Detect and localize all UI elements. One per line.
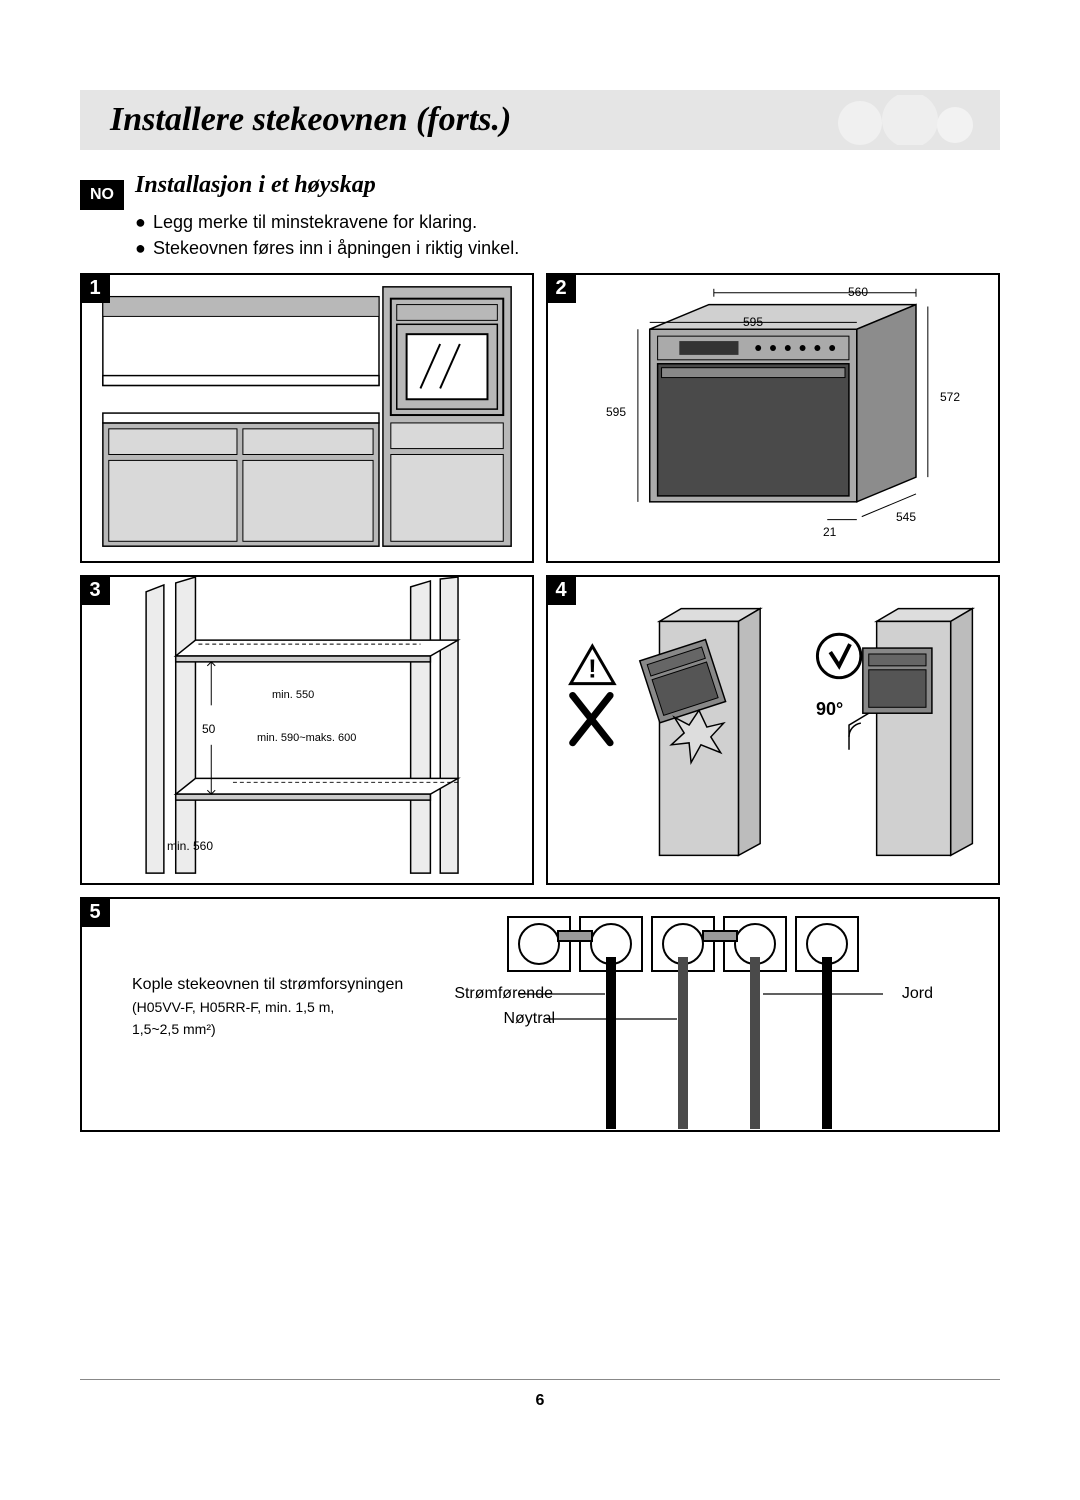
svg-text:!: ! (588, 656, 597, 684)
step-number: 1 (80, 273, 110, 303)
panel-5-wiring: 5 Kople stekeovnen til strømforsyningen … (80, 897, 1000, 1132)
page-title: Installere stekeovnen (forts.) (110, 101, 511, 139)
dim-label: 572 (940, 390, 960, 404)
panel-1-kitchen: 1 (80, 273, 534, 563)
dim-label: 545 (896, 510, 916, 524)
bullet-item: ●Legg merke til minstekravene for klarin… (135, 209, 1000, 235)
step-number: 5 (80, 897, 110, 927)
wiring-spec: 1,5~2,5 mm²) (132, 1018, 462, 1040)
dim-label: min. 560 (167, 839, 213, 853)
label-neutral: Nøytral (503, 1010, 555, 1028)
angle-label: 90° (816, 699, 843, 720)
step-number: 3 (80, 575, 110, 605)
section-subtitle: Installasjon i et høyskap (135, 172, 1000, 199)
watermark (800, 95, 980, 145)
footer-rule (80, 1379, 1000, 1380)
dim-label: min. 590~maks. 600 (257, 732, 356, 744)
panel-4-angle: 4 ! (546, 575, 1000, 885)
title-bar: Installere stekeovnen (forts.) (80, 90, 1000, 150)
dim-label: 595 (606, 405, 626, 419)
page-number: 6 (0, 1392, 1080, 1410)
dim-label: 560 (848, 285, 868, 299)
step-number: 2 (546, 273, 576, 303)
step-number: 4 (546, 575, 576, 605)
dim-label: 595 (743, 315, 763, 329)
dim-label: min. 550 (272, 689, 314, 701)
panel-3-cavity: 3 (80, 575, 534, 885)
panel-2-dimensions: 2 (546, 273, 1000, 563)
dim-label: 50 (202, 722, 215, 736)
bullet-item: ●Stekeovnen føres inn i åpningen i rikti… (135, 235, 1000, 261)
bullet-list: ●Legg merke til minstekravene for klarin… (135, 209, 1000, 261)
label-earth: Jord (902, 985, 933, 1003)
dim-label: 21 (823, 525, 836, 539)
wiring-spec: (H05VV-F, H05RR-F, min. 1,5 m, (132, 996, 462, 1018)
warning-icon: ! (571, 646, 614, 684)
language-badge: NO (80, 180, 124, 210)
label-live: Strømførende (454, 985, 553, 1003)
wiring-text-main: Kople stekeovnen til strømforsyningen (132, 974, 462, 996)
check-icon (817, 634, 860, 677)
cross-icon (573, 695, 611, 742)
